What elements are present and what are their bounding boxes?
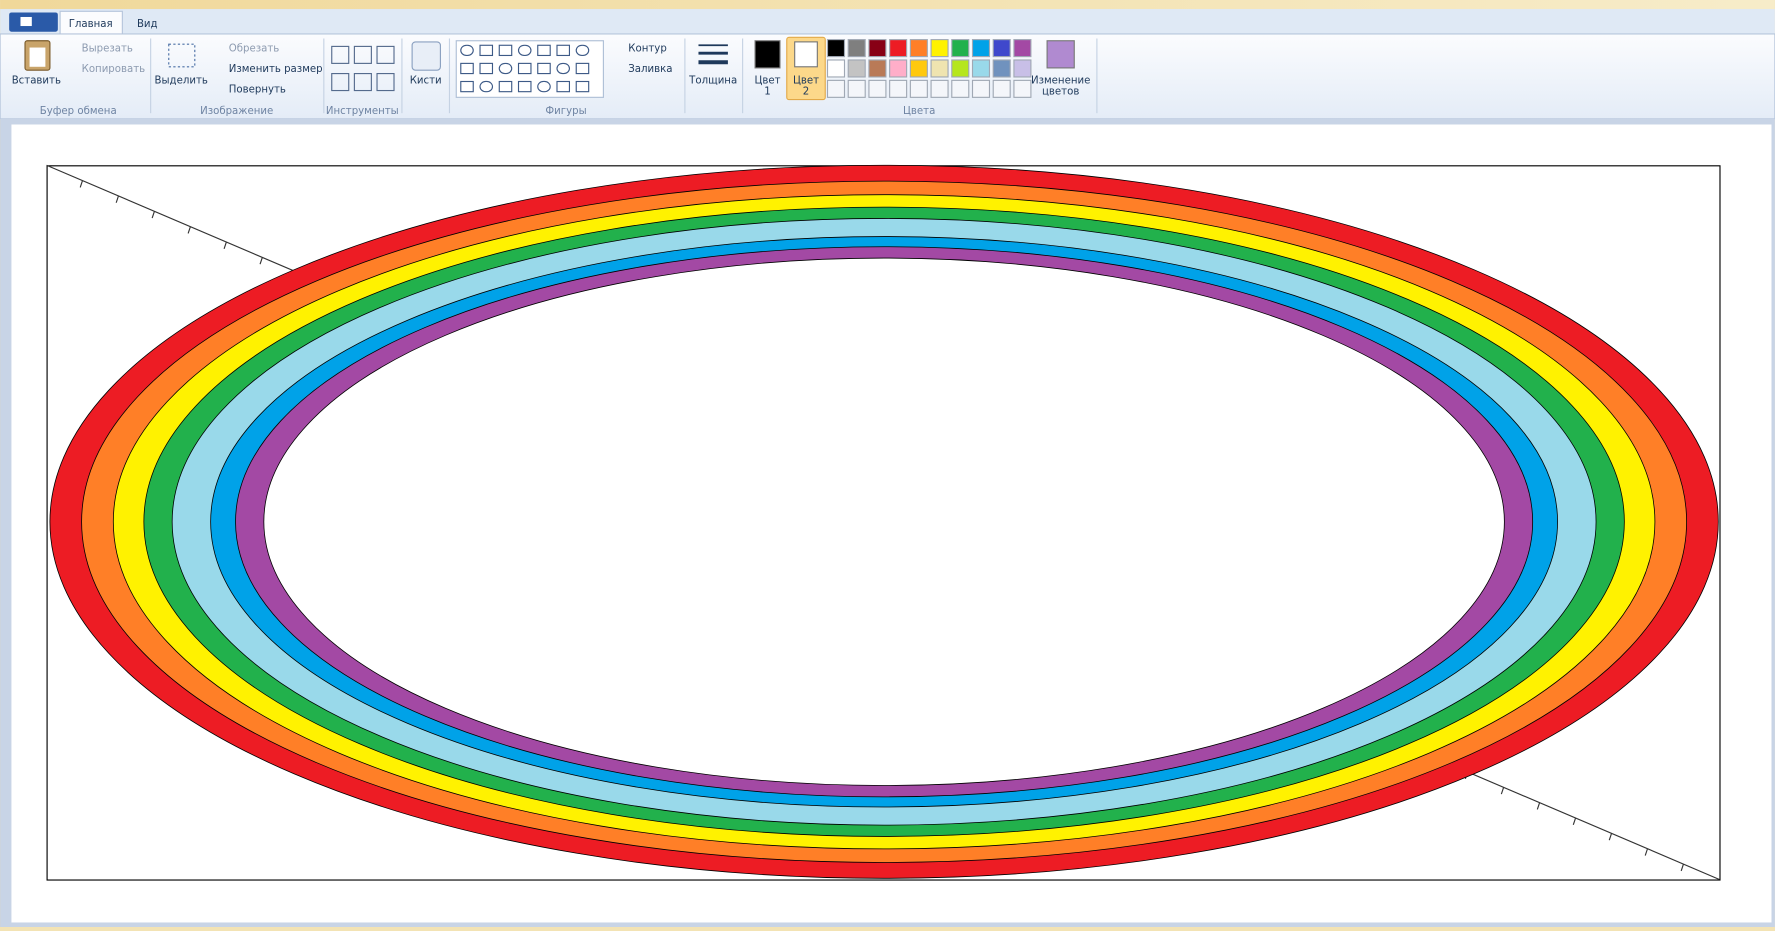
color-swatch[interactable] [931, 60, 948, 77]
button-label[interactable]: Контур [628, 44, 667, 55]
color-swatch[interactable] [973, 40, 990, 57]
color-swatch[interactable] [952, 60, 969, 77]
button-label[interactable]: Изменить размер [229, 64, 323, 75]
button-label[interactable]: Цвет [754, 75, 780, 86]
color-swatch[interactable] [890, 40, 907, 57]
color-swatch[interactable] [869, 40, 886, 57]
color-swatch[interactable] [910, 60, 927, 77]
color-swatch[interactable] [890, 60, 907, 77]
color-swatch[interactable] [848, 40, 865, 57]
color-swatch[interactable] [993, 80, 1010, 97]
color-swatch[interactable] [910, 40, 927, 57]
file-menu-button[interactable] [9, 12, 58, 31]
color-swatch[interactable] [952, 80, 969, 97]
button-label[interactable]: Вырезать [82, 44, 133, 55]
button-label[interactable]: Выделить [155, 75, 208, 86]
button-label[interactable]: 2 [803, 87, 809, 98]
color-swatch[interactable] [869, 80, 886, 97]
tab-label: Главная [69, 19, 113, 30]
color-swatch[interactable] [828, 80, 845, 97]
button-label[interactable]: Толщина [688, 75, 737, 86]
button-label[interactable]: Повернуть [229, 84, 286, 95]
color-swatch[interactable] [848, 80, 865, 97]
button-label[interactable]: Цвет [793, 75, 819, 86]
color-swatch[interactable] [973, 80, 990, 97]
color-swatch[interactable] [993, 40, 1010, 57]
color-swatch[interactable] [869, 60, 886, 77]
file-icon [20, 17, 31, 26]
color-swatch[interactable] [1014, 80, 1031, 97]
color-swatch[interactable] [993, 60, 1010, 77]
button-label[interactable]: Копировать [82, 64, 146, 75]
page: {"tabs": ["Главная", "Вид"], "groups": {… [0, 0, 1775, 927]
group-label: Изображение [200, 106, 273, 117]
group-label: Цвета [903, 106, 935, 117]
button-label[interactable]: Кисти [410, 75, 442, 86]
group-label: Фигуры [545, 106, 586, 117]
color-swatch[interactable] [973, 60, 990, 77]
color1-swatch[interactable] [755, 41, 780, 68]
color2-swatch [795, 42, 818, 67]
tab-label[interactable]: Вид [137, 19, 158, 30]
rainbow-band [264, 258, 1505, 785]
color-swatch[interactable] [1014, 60, 1031, 77]
paint-window: Главная Вид Вставить Вырезать Копировать… [0, 0, 1775, 927]
brushes-icon[interactable] [412, 42, 440, 70]
button-label[interactable]: Изменение [1031, 75, 1090, 86]
button-label[interactable]: Обрезать [229, 44, 280, 55]
group-label: Буфер обмена [40, 106, 117, 117]
color-swatch[interactable] [931, 40, 948, 57]
group-label: Инструменты [326, 106, 399, 117]
color-swatch[interactable] [952, 40, 969, 57]
color-swatch[interactable] [931, 80, 948, 97]
tab-bar [0, 9, 1775, 34]
edit-colors-icon[interactable] [1047, 41, 1074, 68]
button-label[interactable]: 1 [764, 87, 770, 98]
color-swatch[interactable] [910, 80, 927, 97]
button-label[interactable]: цветов [1042, 87, 1079, 98]
shapes-gallery[interactable] [456, 41, 603, 98]
button-label[interactable]: Заливка [628, 64, 672, 75]
color-swatch[interactable] [848, 60, 865, 77]
color-swatch[interactable] [890, 80, 907, 97]
color-swatch[interactable] [1014, 40, 1031, 57]
color-swatch[interactable] [828, 60, 845, 77]
color-swatch[interactable] [828, 40, 845, 57]
button-label[interactable]: Вставить [12, 75, 61, 86]
paste-icon-sheet [30, 48, 46, 67]
rainbow [50, 165, 1718, 878]
